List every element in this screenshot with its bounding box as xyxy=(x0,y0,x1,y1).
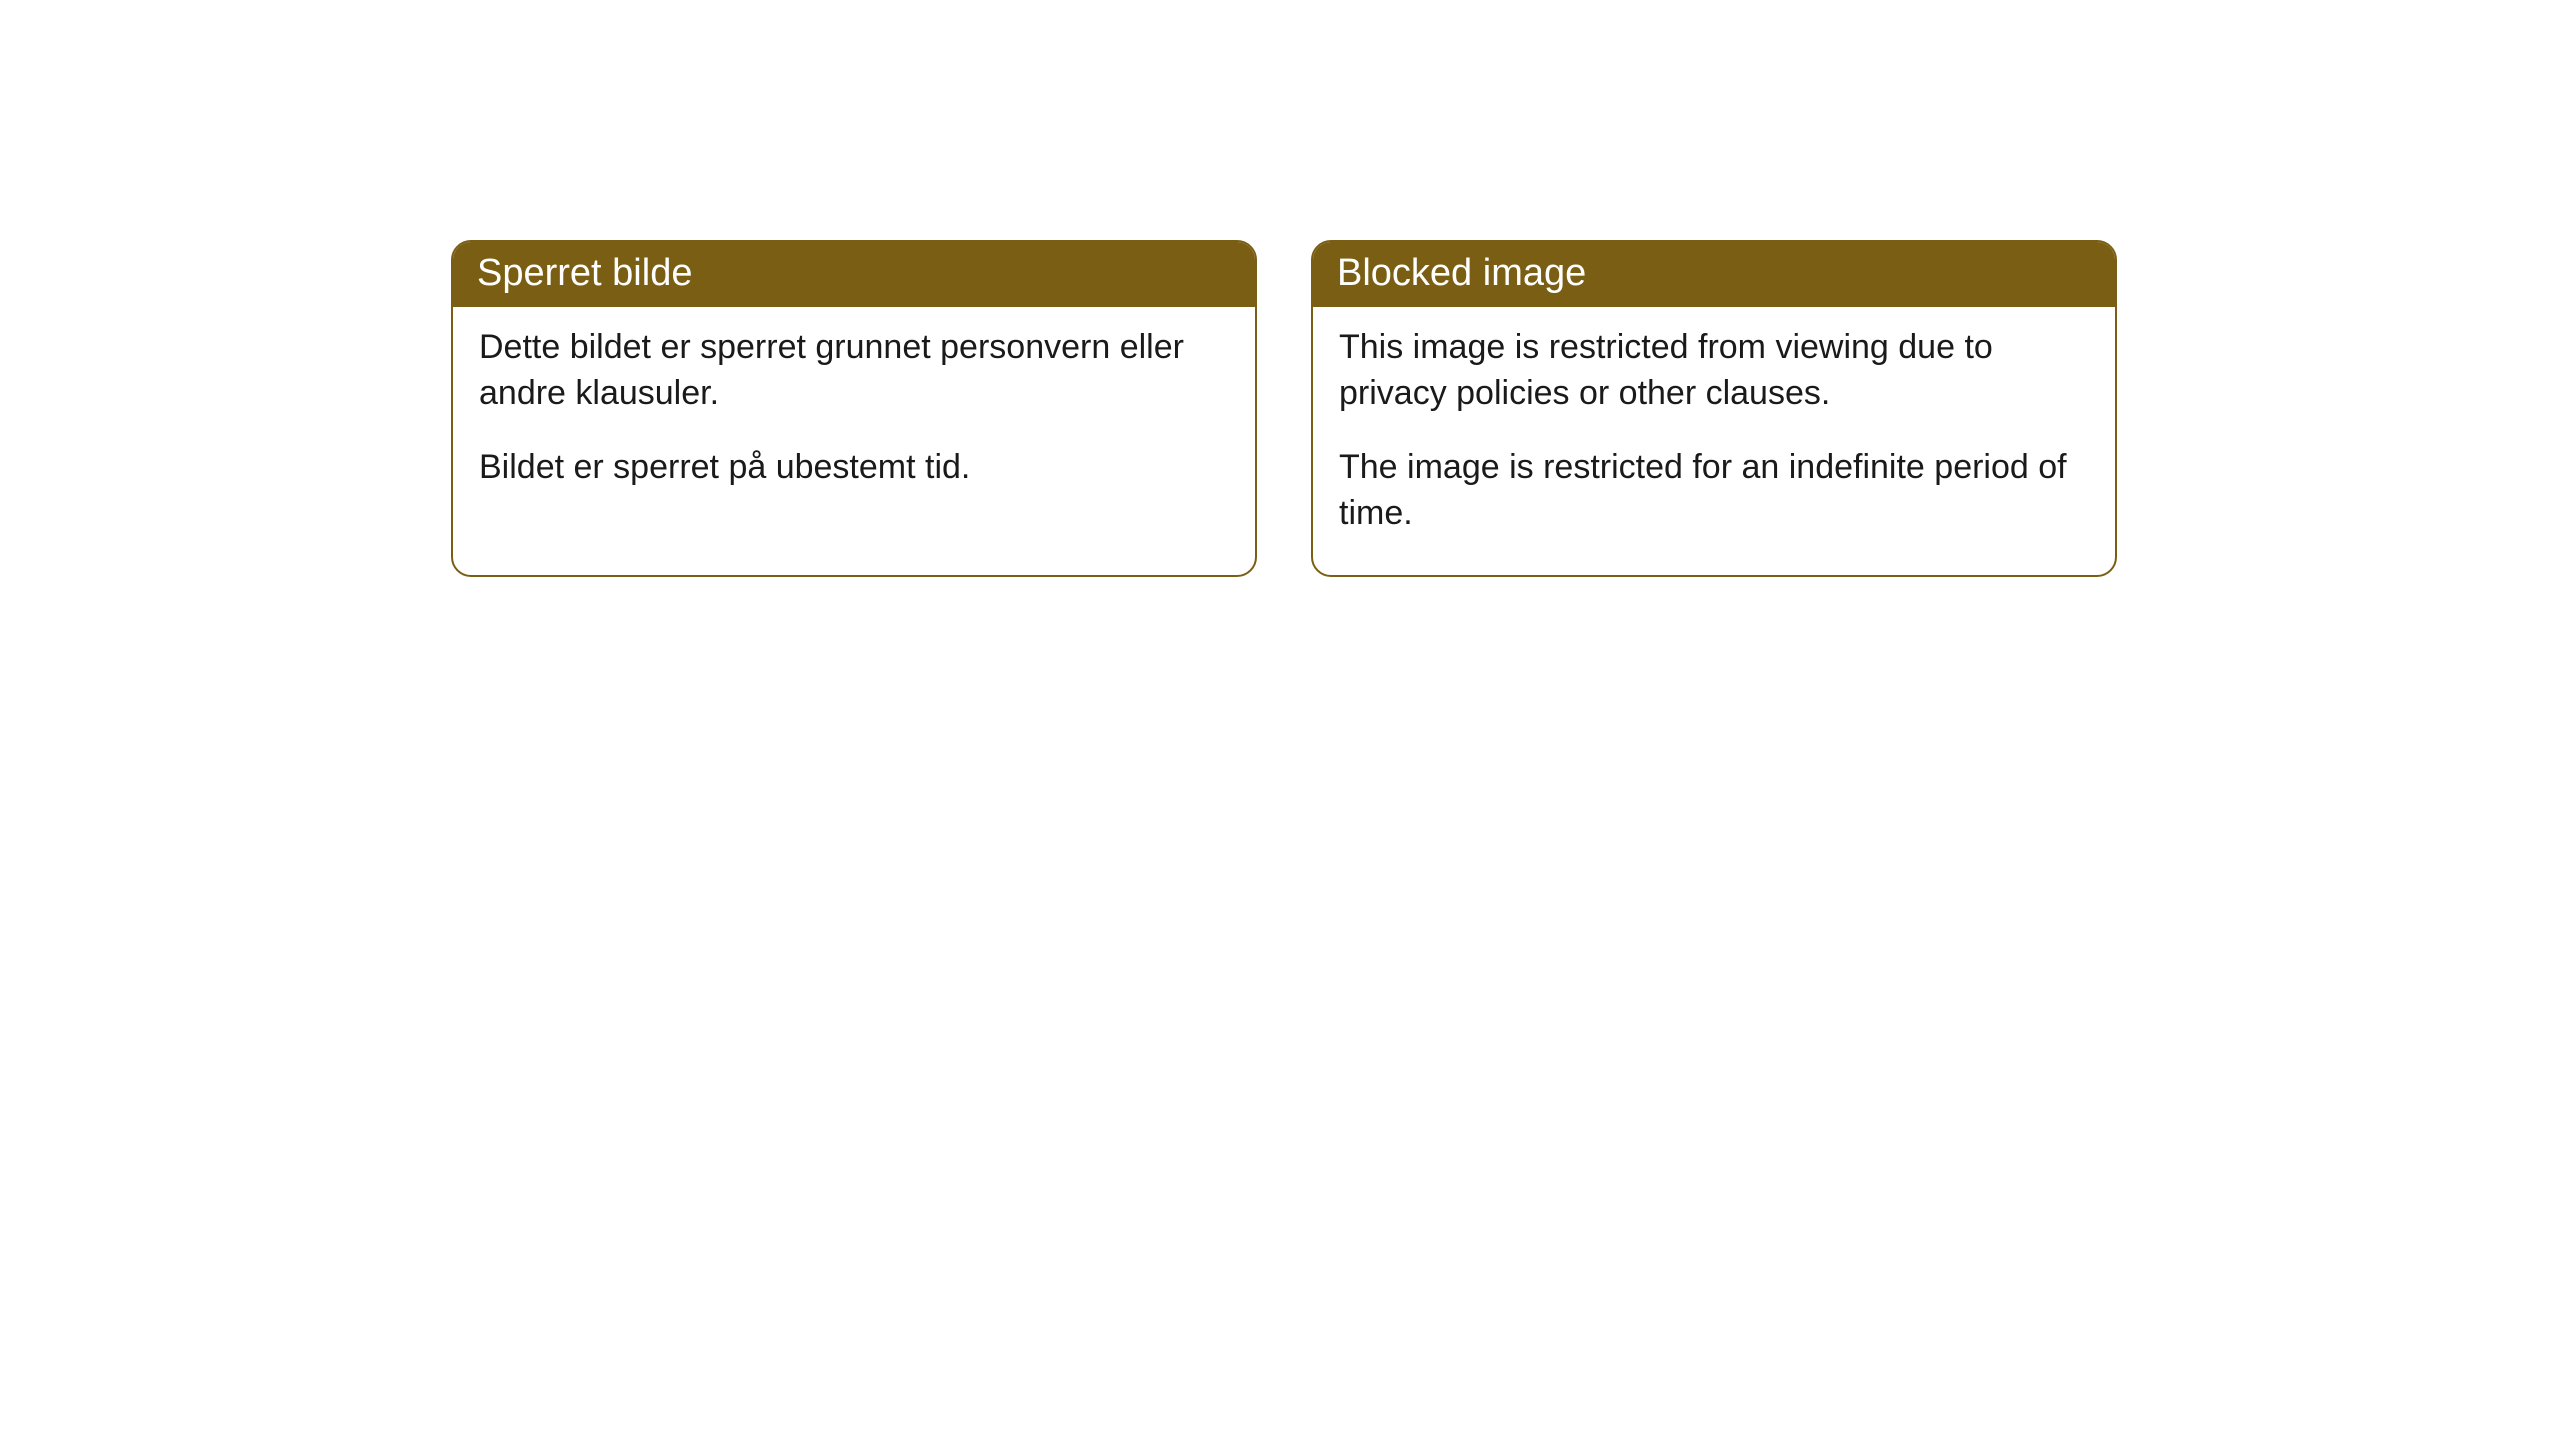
card-text-en-2: The image is restricted for an indefinit… xyxy=(1339,445,2089,537)
card-title-en: Blocked image xyxy=(1313,242,2115,307)
card-text-no-2: Bildet er sperret på ubestemt tid. xyxy=(479,445,1229,491)
card-body-no: Dette bildet er sperret grunnet personve… xyxy=(453,307,1255,529)
blocked-image-card-en: Blocked image This image is restricted f… xyxy=(1311,240,2117,577)
notice-cards-container: Sperret bilde Dette bildet er sperret gr… xyxy=(451,240,2117,577)
card-text-no-1: Dette bildet er sperret grunnet personve… xyxy=(479,325,1229,417)
card-body-en: This image is restricted from viewing du… xyxy=(1313,307,2115,575)
card-title-no: Sperret bilde xyxy=(453,242,1255,307)
blocked-image-card-no: Sperret bilde Dette bildet er sperret gr… xyxy=(451,240,1257,577)
card-text-en-1: This image is restricted from viewing du… xyxy=(1339,325,2089,417)
